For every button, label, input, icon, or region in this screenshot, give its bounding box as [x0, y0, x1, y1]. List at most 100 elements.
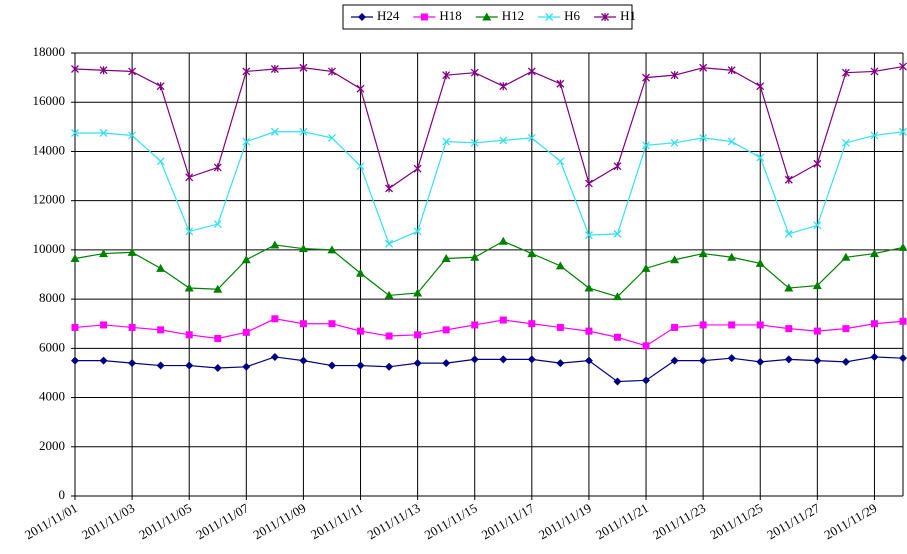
data-point [299, 320, 307, 328]
data-point [299, 127, 308, 136]
legend-label: H12 [502, 8, 524, 23]
data-point [213, 220, 222, 229]
data-point [156, 82, 165, 91]
data-point [898, 242, 907, 251]
data-point [442, 71, 451, 80]
y-tick-label: 2000 [39, 438, 65, 453]
x-tick-label: 2011/11/03 [79, 500, 137, 542]
data-point [813, 356, 822, 365]
data-point [471, 321, 479, 329]
data-point [242, 67, 251, 76]
data-point [128, 323, 136, 331]
data-point [498, 236, 508, 245]
legend-marker [420, 13, 428, 21]
data-point [128, 67, 137, 76]
data-point [899, 317, 907, 325]
x-tick-label: 2011/11/07 [193, 500, 251, 542]
data-point [470, 68, 479, 77]
data-point [899, 62, 907, 71]
data-point [727, 252, 737, 261]
data-point [584, 231, 593, 240]
data-point [699, 63, 708, 72]
data-point [499, 355, 508, 364]
data-point [841, 138, 850, 147]
data-point [813, 221, 822, 230]
data-point [642, 376, 651, 385]
data-point [642, 141, 650, 150]
data-point [185, 227, 194, 236]
data-point [99, 249, 109, 258]
x-tick-label: 2011/11/01 [22, 500, 80, 542]
data-point [727, 137, 736, 146]
y-tick-label: 16000 [33, 93, 66, 108]
legend-label: H24 [377, 8, 400, 23]
data-point [670, 255, 680, 264]
x-tick-label: 2011/11/15 [422, 500, 480, 542]
data-point [71, 356, 79, 365]
data-point [813, 327, 821, 335]
data-point [755, 258, 765, 267]
data-point [71, 129, 79, 137]
data-point [899, 354, 907, 363]
data-point [527, 355, 536, 364]
data-point [756, 321, 764, 329]
data-point [670, 138, 679, 147]
data-point [385, 184, 394, 193]
data-point [785, 325, 793, 333]
data-point [784, 229, 793, 238]
data-point [385, 332, 393, 340]
data-point [869, 249, 879, 258]
data-point [413, 227, 422, 236]
legend-label: H18 [439, 8, 461, 23]
data-point [584, 356, 593, 365]
data-point [470, 252, 480, 261]
data-point [613, 162, 622, 171]
data-point [784, 355, 793, 364]
data-point [384, 290, 394, 299]
data-point [156, 361, 165, 370]
data-point [185, 361, 194, 370]
series-line [75, 131, 904, 245]
data-point [899, 127, 907, 136]
data-point [728, 321, 736, 329]
data-point [641, 263, 651, 272]
data-point [613, 229, 622, 238]
data-point [99, 66, 108, 75]
data-point [813, 159, 822, 168]
legend-label: H6 [564, 8, 580, 23]
y-tick-label: 12000 [33, 192, 66, 207]
data-point [841, 68, 850, 77]
data-point [270, 127, 279, 136]
data-point [784, 175, 793, 184]
data-point [842, 325, 850, 333]
data-point [213, 163, 222, 172]
x-tick-label: 2011/11/29 [821, 500, 879, 542]
data-point [670, 356, 679, 365]
data-point [756, 82, 765, 91]
data-point [527, 249, 537, 258]
data-point [70, 254, 80, 263]
data-point [184, 283, 194, 292]
data-point [385, 239, 394, 248]
data-point [727, 66, 736, 75]
y-tick-label: 4000 [39, 389, 65, 404]
x-tick-label: 2011/11/11 [308, 500, 366, 542]
data-point [470, 138, 479, 147]
data-point [756, 153, 765, 162]
data-point [127, 247, 137, 256]
data-point [556, 79, 565, 88]
series-line [74, 65, 904, 190]
data-point [698, 249, 708, 258]
data-point [242, 328, 250, 336]
data-point [470, 355, 479, 364]
data-point [328, 67, 336, 76]
data-point [870, 67, 879, 76]
data-point [528, 320, 536, 328]
data-point [242, 362, 251, 371]
data-point [128, 131, 137, 140]
data-point [870, 131, 879, 140]
legend-marker [545, 13, 554, 21]
data-point [556, 157, 565, 166]
data-point [156, 263, 166, 272]
